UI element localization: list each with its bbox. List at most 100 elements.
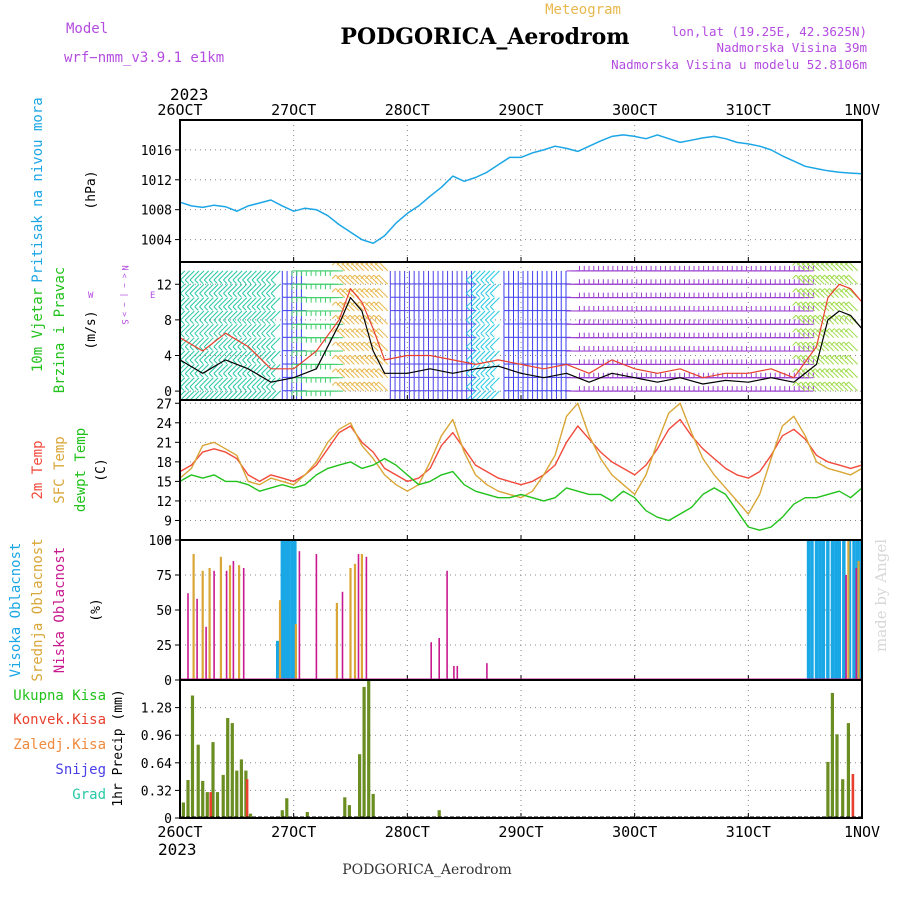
wind-barb bbox=[237, 377, 248, 388]
x-ticks-bottom: 26OCT 27OCT 28OCT 29OCT 30OCT 31OCT 1NOV bbox=[157, 823, 880, 841]
wind-barb bbox=[242, 390, 252, 400]
wind-barb-tick bbox=[466, 373, 471, 378]
wind-barb bbox=[261, 364, 272, 374]
wind-barb-tick bbox=[816, 301, 821, 306]
y-tick-label: 0 bbox=[164, 812, 172, 827]
wind-compass: N < − | − > W E S bbox=[88, 265, 155, 324]
wind-barb-tick bbox=[176, 347, 180, 351]
wind-barb-tick bbox=[475, 386, 480, 391]
wind-barb bbox=[242, 323, 252, 334]
wind-barb bbox=[364, 288, 374, 298]
wind-barb bbox=[814, 368, 825, 379]
wind-barb bbox=[261, 350, 272, 361]
wind-barb bbox=[261, 377, 272, 388]
wind-barb bbox=[485, 270, 495, 281]
wind-barb-tick bbox=[336, 354, 341, 360]
wind-barb bbox=[242, 283, 252, 294]
wind-barb bbox=[184, 350, 195, 361]
wind-barb bbox=[237, 337, 248, 348]
wind-barb bbox=[237, 297, 248, 308]
wind-barb bbox=[359, 354, 370, 365]
wind-barb bbox=[795, 368, 806, 379]
wind-barb bbox=[843, 368, 854, 379]
wind-barb bbox=[184, 364, 195, 374]
wind-barb bbox=[180, 364, 190, 374]
wind-barb bbox=[824, 381, 835, 392]
wind-barb-tick bbox=[796, 314, 802, 320]
wind-barb bbox=[340, 341, 350, 352]
wind-barb bbox=[480, 270, 491, 281]
precip-bar-total_precip bbox=[190, 695, 195, 818]
wind-barb bbox=[256, 283, 267, 294]
wind-barb bbox=[237, 283, 248, 294]
wind-barb-tick bbox=[251, 346, 256, 351]
wind-barb bbox=[795, 328, 806, 339]
wind-barb bbox=[251, 390, 262, 400]
wind-speed-line bbox=[179, 297, 863, 385]
wind-barb bbox=[466, 297, 476, 308]
wind-barb bbox=[480, 377, 491, 388]
wind-barb bbox=[227, 350, 238, 361]
wind-barb-tick bbox=[199, 293, 204, 298]
wind-barb bbox=[800, 274, 811, 285]
wind-ylabel-line2: Brzina i Pravac bbox=[52, 267, 68, 393]
wind-barb bbox=[261, 297, 272, 308]
wind-barb-tick bbox=[470, 373, 476, 378]
wind-barb bbox=[189, 297, 200, 308]
wind-barb-tick bbox=[835, 354, 840, 360]
wind-barb bbox=[810, 262, 820, 272]
wind-barb-tick bbox=[825, 341, 830, 346]
wind-barb bbox=[814, 288, 825, 298]
wind-barb bbox=[194, 323, 205, 334]
wind-barb bbox=[833, 274, 844, 285]
wind-barb bbox=[354, 262, 365, 272]
wind-barb-tick bbox=[266, 293, 271, 298]
wind-barb-tick bbox=[213, 293, 218, 298]
wind-barb-tick bbox=[246, 373, 252, 378]
wind-barb-tick bbox=[331, 368, 337, 373]
wind-barb-tick bbox=[355, 274, 360, 280]
wind-barb bbox=[838, 381, 849, 392]
wind-barb bbox=[349, 381, 360, 392]
wind-barb-tick bbox=[189, 373, 194, 378]
wind-barb bbox=[378, 314, 389, 325]
wind-barb-tick bbox=[180, 319, 185, 324]
wind-barb-tick bbox=[256, 359, 261, 364]
cloud-bar-high_cloud bbox=[818, 540, 822, 680]
precip-bar-total_precip bbox=[362, 686, 366, 818]
wind-barb bbox=[480, 283, 491, 294]
wind-barb bbox=[256, 350, 267, 361]
wind-barb bbox=[218, 390, 229, 400]
wind-barb bbox=[466, 283, 476, 294]
wind-barb-tick bbox=[360, 354, 365, 360]
wind-barb bbox=[180, 350, 190, 361]
wind-barb-tick bbox=[360, 341, 365, 346]
wind-barb bbox=[180, 391, 181, 392]
precip-bar-total_precip bbox=[235, 770, 239, 818]
wind-barb bbox=[838, 328, 849, 339]
wind-barb bbox=[489, 297, 500, 308]
wind-barb bbox=[475, 270, 486, 281]
model-label: Model bbox=[66, 21, 108, 37]
wind-barb bbox=[466, 310, 476, 321]
wind-barb-tick bbox=[223, 346, 228, 351]
precip-bar-total_precip bbox=[211, 742, 215, 818]
cloud-bar-high_cloud bbox=[855, 540, 860, 680]
wind-barb-tick bbox=[232, 319, 237, 324]
wind-barb-tick bbox=[470, 346, 476, 351]
wind-barb bbox=[810, 314, 820, 325]
wind-barb-tick bbox=[360, 381, 365, 386]
wind-barb-tick bbox=[242, 319, 247, 324]
x-tick-bottom: 1NOV bbox=[844, 823, 880, 841]
precip-bar-conv_precip bbox=[245, 779, 249, 818]
wind-barb-tick bbox=[839, 301, 845, 306]
wind-barb bbox=[843, 274, 854, 285]
wind-barb bbox=[833, 288, 844, 298]
wind-barb bbox=[800, 341, 811, 352]
wind-barb bbox=[819, 381, 830, 392]
cloud-bar-low_cloud bbox=[438, 638, 440, 680]
wind-barb-tick bbox=[270, 319, 276, 324]
wind-barb-tick bbox=[266, 346, 271, 351]
wind-barb-tick bbox=[801, 274, 806, 280]
